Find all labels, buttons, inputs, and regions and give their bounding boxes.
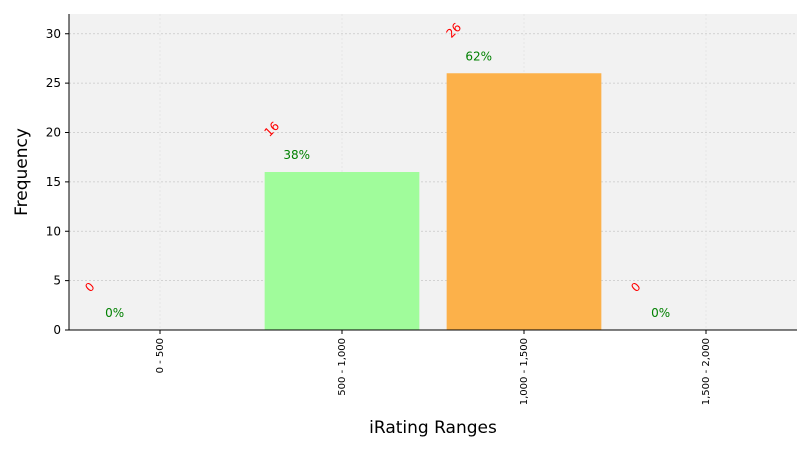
y-tick-label: 0 <box>53 323 61 337</box>
y-tick-label: 15 <box>46 175 61 189</box>
y-axis-label: Frequency <box>12 128 32 216</box>
x-tick-label: 1,500 - 2,000 <box>701 338 712 405</box>
bar-3 <box>446 73 602 330</box>
y-tick-label: 20 <box>46 126 61 140</box>
x-tick-label: 1,000 - 1,500 <box>519 338 530 405</box>
percent-label: 62% <box>465 49 492 63</box>
y-tick-label: 5 <box>53 274 61 288</box>
grid-lines <box>69 14 797 331</box>
y-tick-label: 25 <box>46 76 61 90</box>
bar-2 <box>264 172 420 330</box>
plot-area <box>69 14 797 330</box>
percent-label: 0% <box>651 306 670 320</box>
y-tick-label: 10 <box>46 224 61 238</box>
percent-label: 38% <box>283 148 310 162</box>
y-tick-label: 30 <box>46 27 61 41</box>
bars <box>264 73 602 330</box>
x-tick-label: 500 - 1,000 <box>337 338 348 396</box>
x-tick-label: 0 - 500 <box>155 338 166 373</box>
x-axis-label: iRating Ranges <box>369 418 497 438</box>
percent-label: 0% <box>105 306 124 320</box>
axes: 0 5 10 15 20 25 30 0 - 500 500 - 1,000 1,000 - 1,… <box>46 14 797 405</box>
